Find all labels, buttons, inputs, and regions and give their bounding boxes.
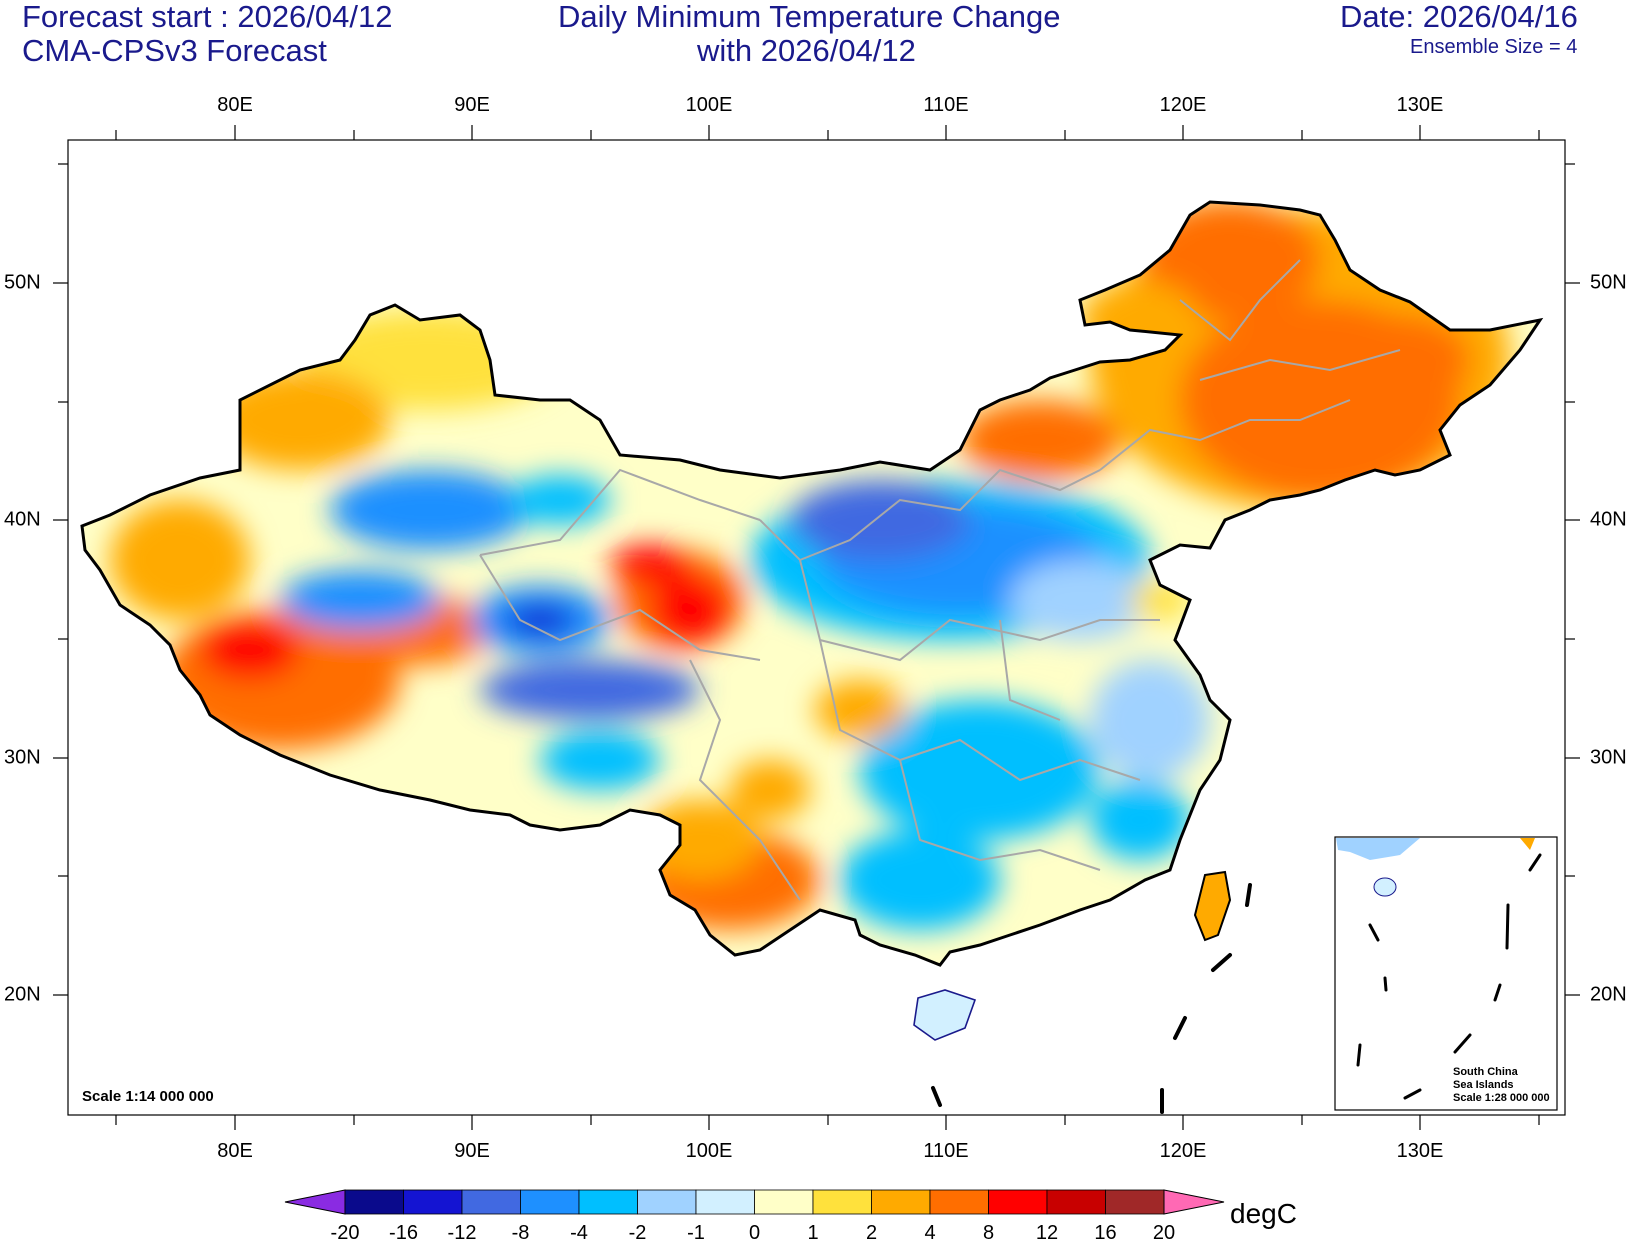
lon-tick-label-bottom: 100E (685, 1140, 733, 1162)
colorbar-tick-label: 0 (748, 1222, 761, 1244)
colorbar-swatch (754, 1189, 814, 1215)
lat-tick-label-right: 30N (1590, 746, 1627, 769)
lon-tick-label-bottom: 80E (217, 1140, 253, 1162)
colorbar-swatch (520, 1189, 580, 1215)
china-border (80, 200, 1544, 967)
hainan-island (913, 989, 977, 1041)
lon-tick-label-top: 120E (1159, 94, 1207, 116)
colorbar-swatch (1105, 1189, 1165, 1215)
ensemble-label: Ensemble Size = 4 (1410, 36, 1578, 58)
dash-line-segments (931, 883, 1252, 1114)
axis-ticks (53, 125, 1580, 1130)
colorbar-tick-label: 12 (1035, 1222, 1059, 1244)
colorbar-tick-label: -4 (570, 1222, 588, 1244)
colorbar-swatch (1046, 1189, 1106, 1215)
lon-tick-label-top: 90E (454, 94, 490, 116)
colorbar-swatch (929, 1189, 989, 1215)
colorbar-swatch (403, 1189, 463, 1215)
colorbar-over-arrow (1163, 1189, 1225, 1215)
colorbar-tick-label: 16 (1094, 1222, 1117, 1244)
colorbar-units: degC (1230, 1198, 1297, 1229)
colorbar-swatch (871, 1189, 931, 1215)
colorbar-tick-label: 8 (982, 1222, 995, 1244)
colorbar-under-arrow (284, 1189, 346, 1215)
colorbar-swatch (637, 1189, 697, 1215)
lat-tick-label-left: 20N (4, 983, 41, 1006)
colorbar-swatch (988, 1189, 1048, 1215)
lon-tick-label-top: 100E (685, 94, 733, 116)
lat-tick-label-right: 20N (1590, 983, 1627, 1006)
colorbar-tick-label: -2 (628, 1222, 647, 1244)
colorbar-tick-label: -8 (511, 1222, 530, 1244)
lat-tick-label-left: 50N (4, 271, 41, 294)
inset-title-line2: Sea Islands (1453, 1079, 1514, 1091)
colorbar-swatch (344, 1189, 404, 1215)
lat-tick-label-left: 30N (4, 746, 41, 769)
colorbar-swatch (695, 1189, 755, 1215)
lon-tick-label-top: 130E (1396, 94, 1444, 116)
colorbar-swatch (812, 1189, 872, 1215)
province-boundaries (479, 259, 1401, 901)
colorbar-swatch (578, 1189, 638, 1215)
taiwan-island (1193, 870, 1232, 942)
date-label: Date: 2026/04/16 (1340, 0, 1578, 34)
inset-dash-line (1356, 853, 1542, 1100)
colorbar-tick-label: 20 (1152, 1222, 1176, 1244)
colorbar-tick-label: -12 (447, 1222, 477, 1244)
colorbar-tick-label: 4 (924, 1222, 936, 1244)
lon-tick-label-bottom: 90E (454, 1140, 490, 1162)
inset-scale-label: Scale 1:28 000 000 (1453, 1092, 1550, 1104)
colorbar-tick-label: -1 (687, 1222, 705, 1244)
lon-tick-label-top: 80E (217, 94, 253, 116)
lat-tick-label-right: 50N (1590, 271, 1627, 294)
colorbar-tick-label: -20 (330, 1222, 360, 1244)
lat-tick-label-right: 40N (1590, 508, 1627, 531)
page-subtitle: with 2026/04/12 (697, 33, 916, 68)
colorbar-swatch (461, 1189, 521, 1215)
colorbar-tick-label: -16 (389, 1222, 418, 1244)
map-scale-label: Scale 1:14 000 000 (82, 1088, 214, 1105)
inset-land (1336, 838, 1535, 897)
south-china-sea-inset (1334, 836, 1558, 1111)
inset-title-line1: South China (1453, 1066, 1518, 1078)
lon-tick-label-top: 110E (923, 94, 969, 116)
colorbar-tick-label: 2 (865, 1222, 878, 1244)
page-title: Daily Minimum Temperature Change (558, 0, 1061, 34)
model-label: CMA-CPSv3 Forecast (22, 33, 327, 68)
forecast-start-label: Forecast start : 2026/04/12 (22, 0, 393, 34)
lon-tick-label-bottom: 120E (1159, 1140, 1207, 1162)
lat-tick-label-left: 40N (4, 508, 41, 531)
lon-tick-label-bottom: 130E (1396, 1140, 1444, 1162)
colorbar-tick-label: 1 (807, 1222, 819, 1244)
colorbar (284, 1189, 1225, 1215)
lon-tick-label-bottom: 110E (923, 1140, 969, 1162)
